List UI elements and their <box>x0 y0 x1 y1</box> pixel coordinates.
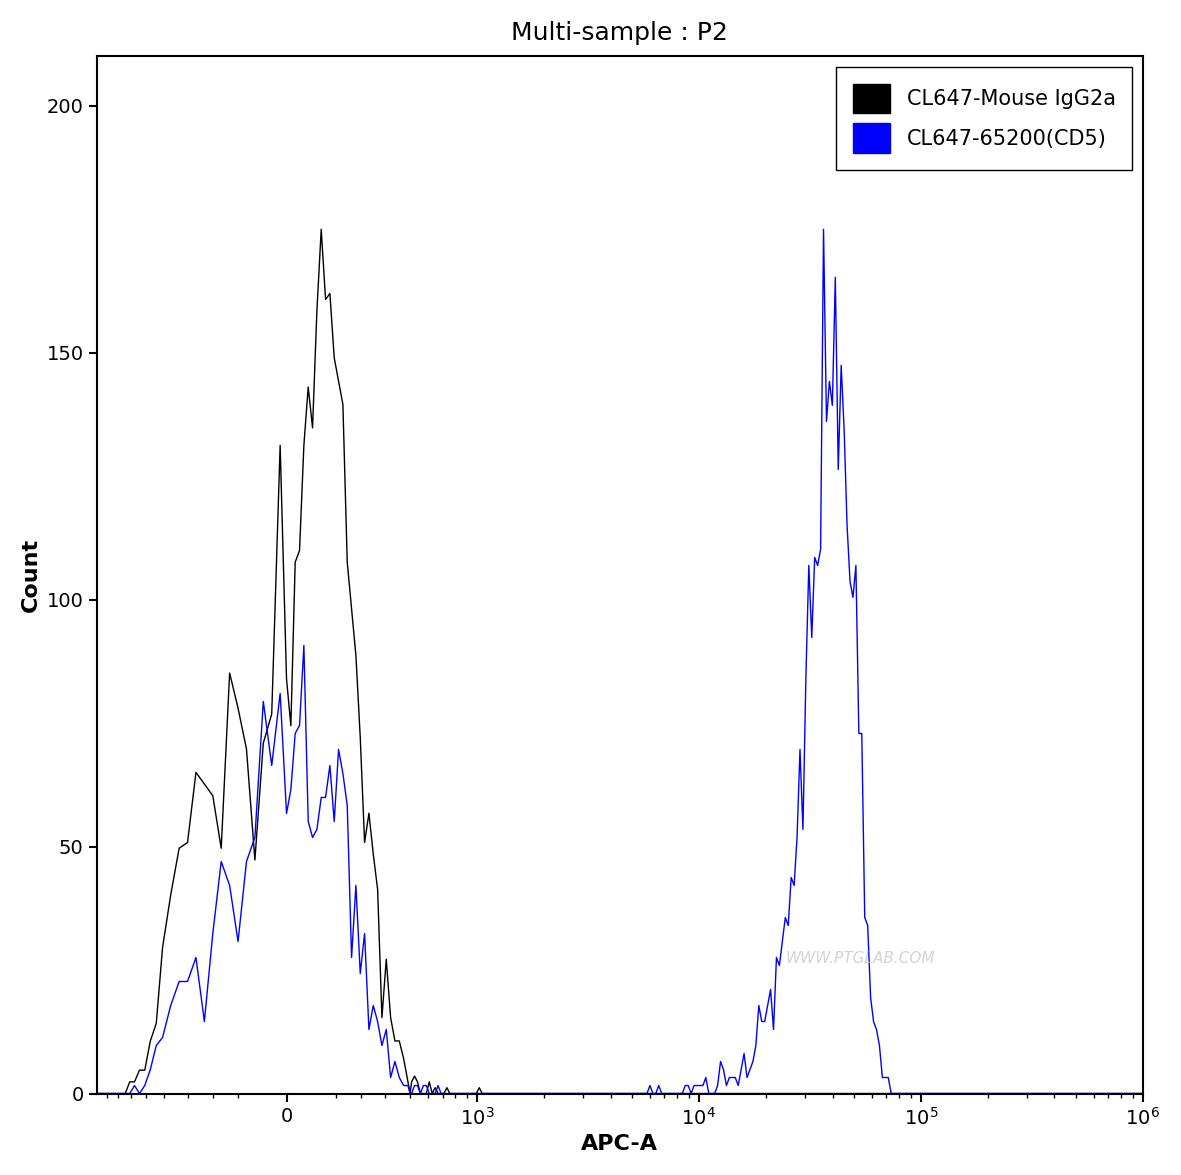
Text: WWW.PTGLAB.COM: WWW.PTGLAB.COM <box>785 952 935 966</box>
Legend: CL647-Mouse IgG2a, CL647-65200(CD5): CL647-Mouse IgG2a, CL647-65200(CD5) <box>836 67 1133 169</box>
X-axis label: APC-A: APC-A <box>581 1134 658 1154</box>
Title: Multi-sample : P2: Multi-sample : P2 <box>511 21 729 45</box>
Y-axis label: Count: Count <box>21 538 41 612</box>
